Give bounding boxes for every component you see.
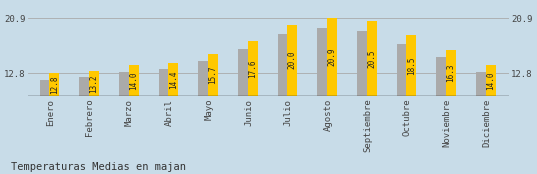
Bar [248, 41, 258, 96]
Bar [208, 54, 218, 96]
Bar [367, 21, 376, 96]
Bar [40, 80, 50, 96]
Bar [129, 65, 139, 96]
Text: 14.0: 14.0 [486, 71, 495, 90]
Text: Temperaturas Medias en majan: Temperaturas Medias en majan [11, 162, 186, 172]
Bar [158, 69, 170, 96]
Text: 20.9: 20.9 [328, 48, 337, 66]
Bar [327, 18, 337, 96]
Text: 15.7: 15.7 [208, 66, 217, 84]
Text: 17.6: 17.6 [248, 59, 257, 78]
Bar [49, 73, 59, 96]
Bar [238, 49, 249, 96]
Text: 18.5: 18.5 [407, 56, 416, 75]
Bar [357, 31, 368, 96]
Bar [486, 65, 496, 96]
Text: 12.8: 12.8 [50, 76, 59, 94]
Text: 14.0: 14.0 [129, 71, 138, 90]
Text: 14.4: 14.4 [169, 70, 178, 89]
Text: 20.0: 20.0 [288, 51, 297, 69]
Bar [278, 34, 289, 96]
Bar [287, 25, 297, 96]
Bar [476, 72, 487, 96]
Bar [79, 77, 90, 96]
Bar [89, 71, 99, 96]
Bar [198, 61, 209, 96]
Bar [446, 50, 456, 96]
Text: 13.2: 13.2 [90, 74, 98, 93]
Text: 20.5: 20.5 [367, 49, 376, 68]
Bar [168, 63, 178, 96]
Text: 16.3: 16.3 [447, 64, 455, 82]
Bar [437, 57, 447, 96]
Bar [397, 44, 408, 96]
Bar [407, 35, 416, 96]
Bar [317, 28, 329, 96]
Bar [119, 72, 130, 96]
